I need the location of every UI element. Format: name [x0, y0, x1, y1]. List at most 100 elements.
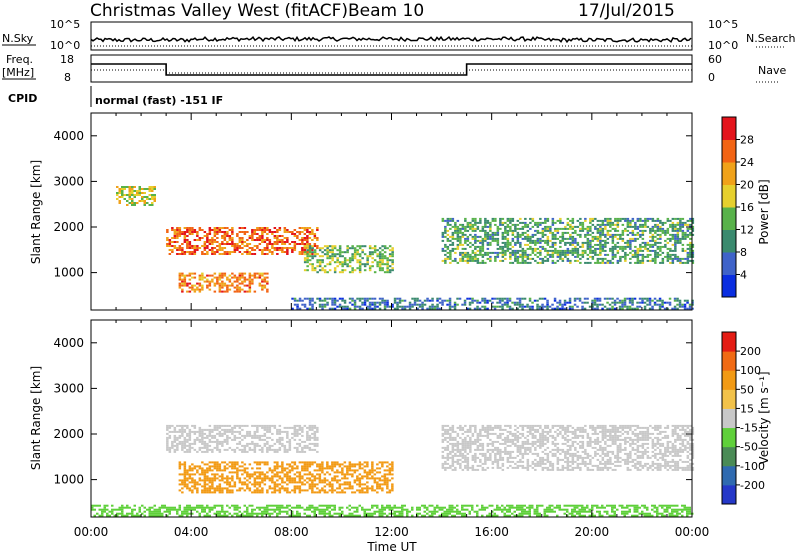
- heatmap-cell: [263, 424, 267, 427]
- heatmap-cell: [211, 487, 214, 490]
- heatmap-cell: [566, 237, 570, 240]
- heatmap-cell: [143, 192, 146, 194]
- heatmap-cell: [596, 458, 600, 461]
- heatmap-cell: [268, 430, 272, 433]
- heatmap-cell: [606, 307, 609, 310]
- heatmap-cell: [546, 239, 550, 242]
- heatmap-cell: [599, 448, 602, 451]
- heatmap-cell: [198, 465, 202, 468]
- heatmap-cell: [563, 301, 567, 304]
- heatmap-cell: [231, 461, 234, 464]
- heatmap-cell: [508, 305, 512, 308]
- heatmap-cell: [449, 432, 452, 435]
- heatmap-cell: [524, 243, 527, 246]
- heatmap-cell: [173, 235, 177, 237]
- heatmap-cell: [251, 440, 254, 443]
- heatmap-cell: [236, 475, 239, 478]
- heatmap-cell: [243, 245, 247, 247]
- heatmap-cell: [176, 227, 179, 229]
- heatmap-cell: [323, 473, 327, 476]
- heatmap-cell: [589, 255, 592, 258]
- heatmap-cell: [451, 428, 455, 431]
- heatmap-cell: [268, 424, 272, 427]
- heatmap-cell: [511, 434, 515, 437]
- heatmap-cell: [276, 432, 279, 435]
- heatmap-cell: [193, 473, 197, 476]
- heatmap-cell: [659, 225, 662, 228]
- heatmap-cell: [456, 231, 460, 234]
- heatmap-cell: [594, 452, 597, 455]
- heatmap-cell: [223, 477, 227, 480]
- heatmap-cell: [191, 424, 194, 427]
- heatmap-cell: [301, 247, 304, 249]
- heatmap-cell: [476, 227, 480, 230]
- heatmap-cell: [201, 438, 204, 441]
- heatmap-cell: [469, 450, 472, 453]
- heatmap-cell: [551, 231, 555, 234]
- heatmap-cell: [519, 460, 522, 463]
- heatmap-cell: [331, 247, 334, 250]
- heatmap-cell: [176, 444, 179, 447]
- heatmap-cell: [293, 428, 297, 431]
- heatmap-cell: [266, 440, 269, 443]
- heatmap-cell: [601, 233, 605, 236]
- heatmap-cell: [236, 290, 239, 293]
- heatmap-cell: [536, 452, 540, 455]
- heatmap-cell: [173, 231, 177, 233]
- heatmap-cell: [529, 245, 532, 248]
- heatmap-cell: [263, 438, 267, 441]
- heatmap-cell: [316, 271, 319, 274]
- heatmap-cell: [198, 440, 202, 443]
- heatmap-cell: [268, 428, 272, 431]
- heatmap-cell: [368, 473, 372, 476]
- nave-label: Nave: [758, 64, 786, 77]
- heatmap-cell: [386, 261, 389, 264]
- heatmap-cell: [504, 229, 507, 232]
- heatmap-cell: [593, 297, 597, 300]
- heatmap-cell: [601, 227, 605, 230]
- heatmap-cell: [313, 233, 317, 235]
- heatmap-cell: [356, 267, 359, 270]
- heatmap-cell: [651, 307, 654, 310]
- heatmap-cell: [256, 467, 259, 470]
- heatmap-cell: [328, 263, 332, 266]
- heatmap-cell: [499, 247, 502, 250]
- heatmap-cell: [561, 239, 565, 242]
- heatmap-cell: [541, 245, 545, 248]
- heatmap-cell: [298, 471, 302, 474]
- heatmap-cell: [674, 247, 677, 250]
- heatmap-cell: [494, 237, 497, 240]
- heatmap-cell: [576, 219, 580, 222]
- heatmap-cell: [656, 219, 660, 222]
- heatmap-cell: [293, 243, 297, 245]
- heatmap-cell: [499, 458, 502, 461]
- heatmap-cell: [531, 466, 535, 469]
- heatmap-cell: [636, 231, 640, 234]
- heatmap-cell: [496, 448, 500, 451]
- heatmap-cell: [453, 301, 457, 304]
- heatmap-cell: [243, 290, 247, 293]
- heatmap-cell: [566, 253, 570, 256]
- heatmap-cell: [313, 255, 317, 258]
- heatmap-cell: [484, 221, 487, 224]
- heatmap-cell: [266, 448, 269, 451]
- heatmap-cell: [486, 235, 490, 238]
- heatmap-cell: [348, 265, 352, 268]
- heatmap-cell: [536, 247, 540, 250]
- heatmap-cell: [178, 231, 182, 233]
- heatmap-cell: [308, 253, 312, 256]
- heatmap-cell: [636, 253, 640, 256]
- heatmap-cell: [338, 463, 342, 466]
- heatmap-cell: [536, 430, 540, 433]
- heatmap-cell: [428, 299, 432, 302]
- heatmap-cell: [441, 456, 445, 459]
- heatmap-cell: [151, 186, 154, 188]
- heatmap-cell: [469, 426, 472, 429]
- heatmap-cell: [316, 491, 319, 494]
- heatmap-cell: [544, 430, 547, 433]
- heatmap-cell: [489, 255, 492, 258]
- heatmap-cell: [253, 231, 257, 233]
- heatmap-cell: [529, 428, 532, 431]
- heatmap-cell: [266, 446, 269, 449]
- heatmap-cell: [306, 255, 309, 258]
